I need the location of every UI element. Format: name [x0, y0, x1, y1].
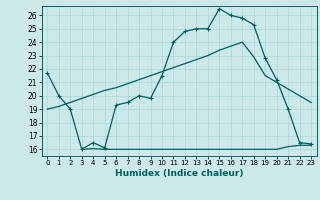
- X-axis label: Humidex (Indice chaleur): Humidex (Indice chaleur): [115, 169, 244, 178]
